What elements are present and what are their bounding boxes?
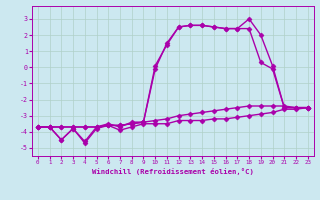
X-axis label: Windchill (Refroidissement éolien,°C): Windchill (Refroidissement éolien,°C) <box>92 168 254 175</box>
